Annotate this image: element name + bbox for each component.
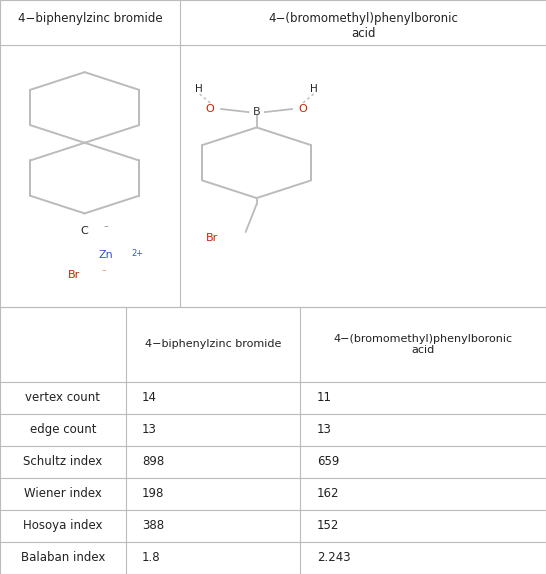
Text: 4−biphenylzinc bromide: 4−biphenylzinc bromide [18,12,162,25]
Text: Balaban index: Balaban index [21,552,105,564]
Text: edge count: edge count [29,424,96,436]
Text: 14: 14 [142,391,157,404]
Text: Schultz index: Schultz index [23,455,103,468]
Text: 13: 13 [142,424,157,436]
Text: ⁻: ⁻ [101,269,106,278]
Text: Br: Br [206,233,218,243]
Text: Br: Br [68,270,80,280]
Text: 11: 11 [317,391,331,404]
Text: 162: 162 [317,487,339,501]
Text: 1.8: 1.8 [142,552,161,564]
Text: 13: 13 [317,424,331,436]
Text: 2.243: 2.243 [317,552,351,564]
Text: 2+: 2+ [131,249,143,258]
Text: 898: 898 [142,455,164,468]
Text: 198: 198 [142,487,164,501]
Text: 388: 388 [142,519,164,533]
Text: O: O [299,104,307,114]
Text: 4−(bromomethyl)phenylboronic
acid: 4−(bromomethyl)phenylboronic acid [334,333,513,355]
Text: 4−(bromomethyl)phenylboronic
acid: 4−(bromomethyl)phenylboronic acid [268,12,458,40]
Text: B: B [253,107,260,117]
Text: C: C [81,226,88,236]
Text: O: O [206,104,215,114]
Text: H: H [195,84,203,94]
Text: 659: 659 [317,455,339,468]
Text: 4−biphenylzinc bromide: 4−biphenylzinc bromide [145,339,281,350]
Text: H: H [310,84,318,94]
Text: ⁻: ⁻ [104,224,109,233]
Text: vertex count: vertex count [25,391,100,404]
Text: Hosoya index: Hosoya index [23,519,103,533]
Text: Zn: Zn [98,250,113,260]
Text: Wiener index: Wiener index [24,487,102,501]
Text: 152: 152 [317,519,339,533]
